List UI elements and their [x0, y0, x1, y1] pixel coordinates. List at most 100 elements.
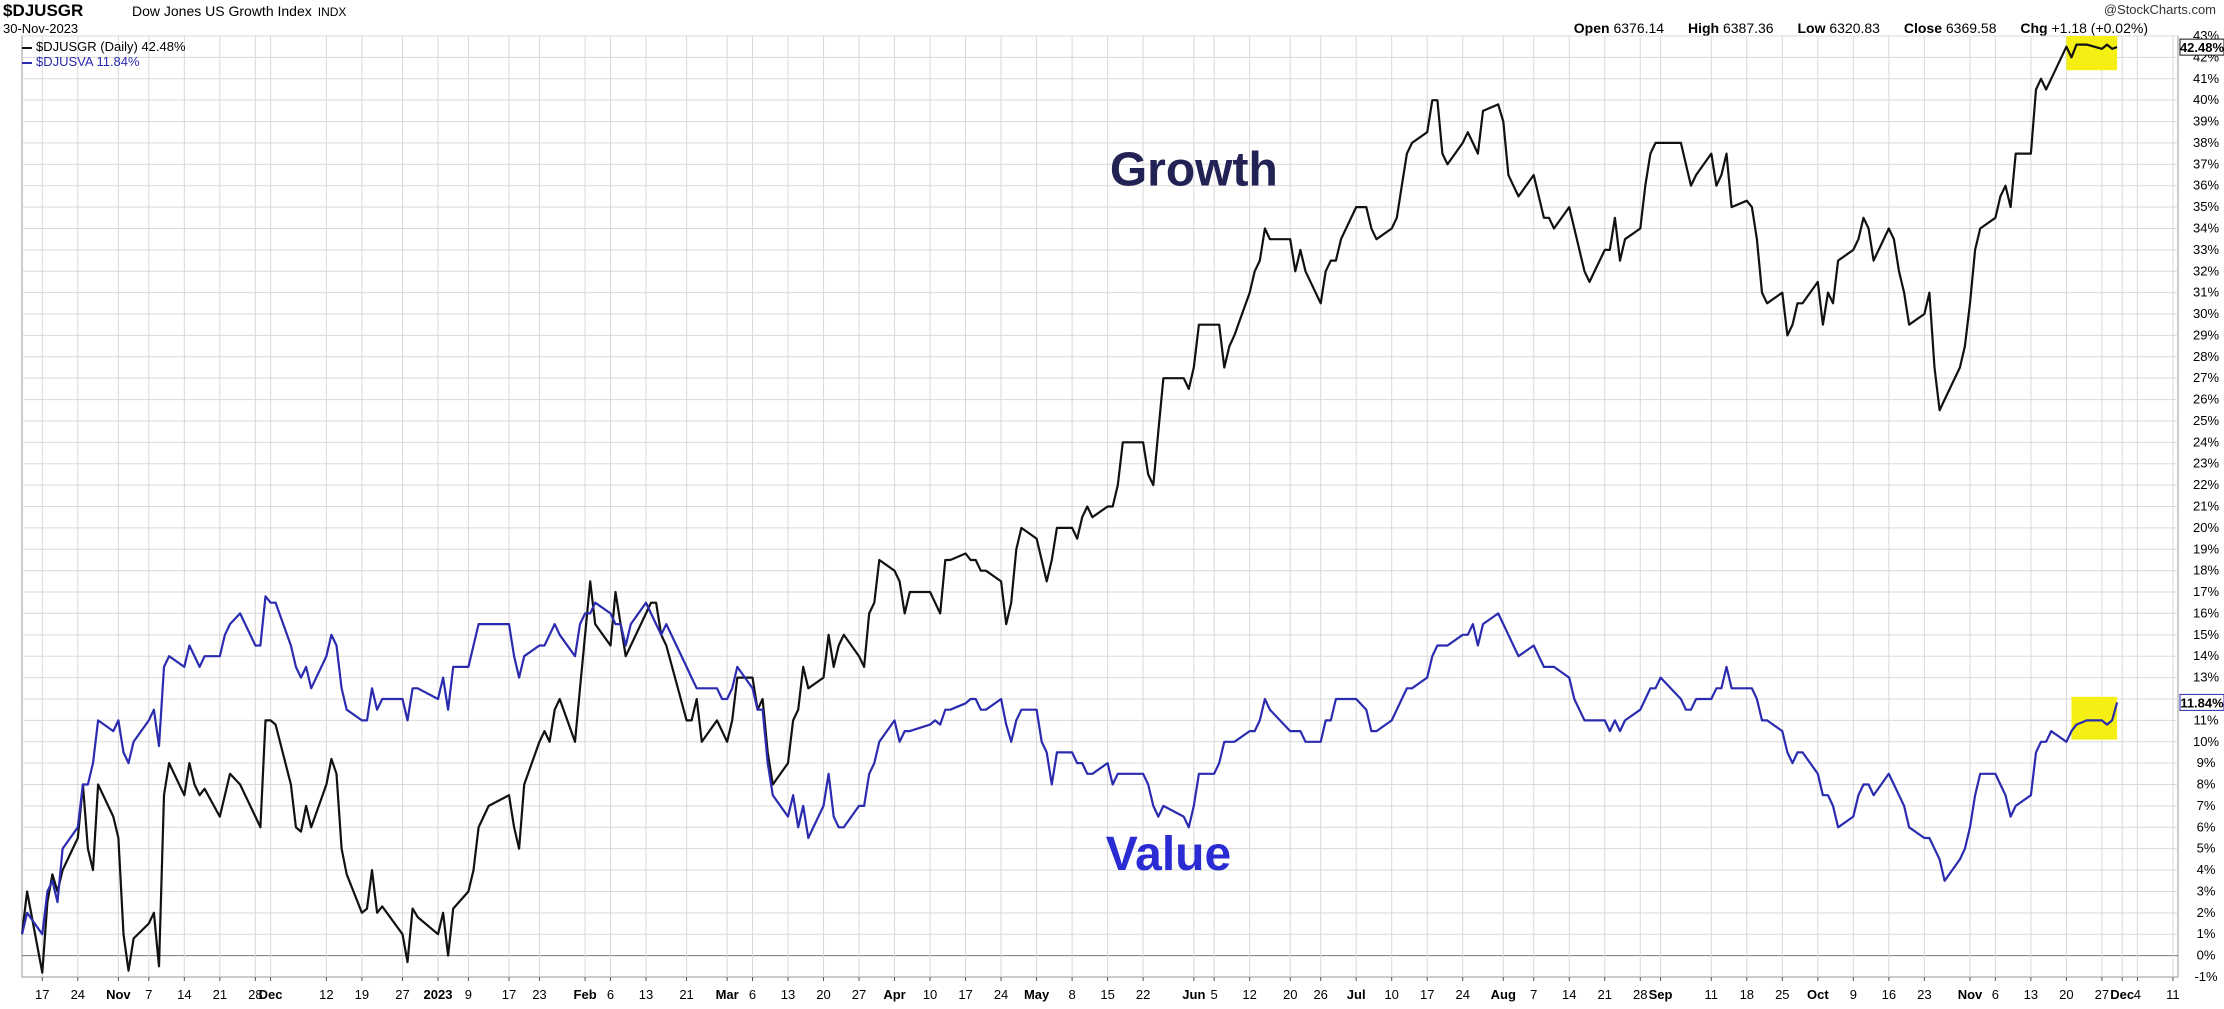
index-name: Dow Jones US Growth Index	[132, 3, 312, 19]
y-tick-label: 41%	[2193, 71, 2219, 86]
y-tick-label: 25%	[2193, 413, 2219, 428]
y-tick-label: 30%	[2193, 306, 2219, 321]
x-tick-label: 28	[1633, 987, 1647, 1002]
x-tick-label: 28	[248, 987, 262, 1002]
ohlc-low: Low 6320.83	[1797, 20, 1880, 36]
y-tick-label: 40%	[2193, 92, 2219, 107]
x-tick-label: Nov	[106, 987, 131, 1002]
x-tick-label: 10	[1384, 987, 1398, 1002]
stockcharts-credit: @StockCharts.com	[2103, 2, 2216, 17]
y-tick-label: 4%	[2197, 862, 2216, 877]
x-tick-label: 11	[2166, 987, 2180, 1002]
y-tick-label: 39%	[2193, 114, 2219, 129]
x-tick-label: 6	[607, 987, 614, 1002]
index-title: Dow Jones US Growth Index INDX	[132, 3, 346, 19]
x-tick-label: 25	[1775, 987, 1789, 1002]
x-tick-label: 7	[145, 987, 152, 1002]
y-tick-label: 13%	[2193, 670, 2219, 685]
y-tick-label: 10%	[2193, 734, 2219, 749]
y-tick-label: 34%	[2193, 220, 2219, 235]
y-tick-label: -1%	[2194, 969, 2218, 984]
x-tick-label: 17	[958, 987, 972, 1002]
x-tick-label: 16	[1882, 987, 1896, 1002]
x-tick-label: 18	[1740, 987, 1754, 1002]
y-tick-label: 26%	[2193, 392, 2219, 407]
y-tick-label: 1%	[2197, 926, 2216, 941]
x-tick-label: 27	[395, 987, 409, 1002]
y-tick-label: 7%	[2197, 798, 2216, 813]
x-tick-label: 12	[319, 987, 333, 1002]
x-tick-label: 9	[1850, 987, 1857, 1002]
x-tick-label: 14	[177, 987, 191, 1002]
y-tick-label: 35%	[2193, 199, 2219, 214]
ohlc-change: Chg +1.18 (+0.02%)	[2020, 20, 2148, 36]
y-tick-label: 15%	[2193, 627, 2219, 642]
x-tick-label: Mar	[716, 987, 739, 1002]
y-tick-label: 29%	[2193, 327, 2219, 342]
y-tick-label: 21%	[2193, 499, 2219, 514]
y-tick-label: 3%	[2197, 883, 2216, 898]
x-tick-label: 24	[71, 987, 85, 1002]
x-tick-label: 13	[781, 987, 795, 1002]
x-tick-label: 20	[816, 987, 830, 1002]
x-tick-label: Oct	[1807, 987, 1829, 1002]
x-tick-label: 11	[1705, 987, 1719, 1002]
y-tick-label: 38%	[2193, 135, 2219, 150]
x-tick-label: 20	[1283, 987, 1297, 1002]
x-tick-label: 22	[1136, 987, 1150, 1002]
x-tick-label: Apr	[883, 987, 905, 1002]
x-tick-label: 10	[923, 987, 937, 1002]
chart-date: 30-Nov-2023	[3, 21, 79, 36]
y-tick-label: 37%	[2193, 156, 2219, 171]
x-tick-label: Jul	[1347, 987, 1366, 1002]
x-tick-label: 17	[35, 987, 49, 1002]
x-tick-label: 27	[852, 987, 866, 1002]
last-value-box	[2179, 693, 2224, 711]
x-tick-label: 27	[2095, 987, 2109, 1002]
y-tick-label: 6%	[2197, 819, 2216, 834]
x-tick-label: 17	[502, 987, 516, 1002]
x-tick-label: 9	[465, 987, 472, 1002]
y-tick-label: 19%	[2193, 541, 2219, 556]
x-tick-label: Jun	[1182, 987, 1205, 1002]
y-tick-label: 28%	[2193, 349, 2219, 364]
y-tick-label: 2%	[2197, 905, 2216, 920]
y-tick-label: 5%	[2197, 841, 2216, 856]
highlight-box	[2066, 36, 2118, 71]
x-tick-label: 6	[1992, 987, 1999, 1002]
x-tick-label: 13	[2024, 987, 2038, 1002]
highlight-box	[2071, 696, 2118, 740]
x-tick-label: 24	[1455, 987, 1469, 1002]
x-tick-label: 21	[679, 987, 693, 1002]
x-tick-label: 20	[2059, 987, 2073, 1002]
ticker-symbol: $DJUSGR	[3, 1, 84, 20]
x-tick-label: Nov	[1958, 987, 1983, 1002]
ohlc-open: Open 6376.14	[1573, 20, 1665, 36]
annotation-growth: Growth	[1110, 144, 1278, 197]
last-value-box	[2179, 38, 2224, 56]
legend-value: $DJUSVA 11.84%	[22, 54, 140, 69]
y-tick-label: 36%	[2193, 178, 2219, 193]
x-tick-label: May	[1024, 987, 1050, 1002]
annotation-value: Value	[1106, 828, 1231, 881]
y-tick-label: 16%	[2193, 605, 2219, 620]
x-tick-label: 8	[1068, 987, 1075, 1002]
y-tick-label: 11%	[2193, 712, 2218, 727]
y-tick-label: 33%	[2193, 242, 2219, 257]
last-value-label: 11.84%	[2180, 695, 2224, 710]
y-tick-label: 8%	[2197, 777, 2216, 792]
y-tick-label: 24%	[2193, 434, 2219, 449]
x-tick-label: Sep	[1649, 987, 1673, 1002]
x-tick-label: 17	[1420, 987, 1434, 1002]
x-tick-label: 15	[1100, 987, 1114, 1002]
x-tick-label: 21	[213, 987, 227, 1002]
x-tick-label: 4	[2134, 987, 2141, 1002]
y-tick-label: 14%	[2193, 648, 2219, 663]
x-tick-label: 12	[1242, 987, 1256, 1002]
x-tick-label: 26	[1313, 987, 1327, 1002]
x-tick-label: Dec	[259, 987, 283, 1002]
y-tick-label: 23%	[2193, 456, 2219, 471]
x-tick-label: 21	[1598, 987, 1612, 1002]
x-tick-label: 23	[532, 987, 546, 1002]
